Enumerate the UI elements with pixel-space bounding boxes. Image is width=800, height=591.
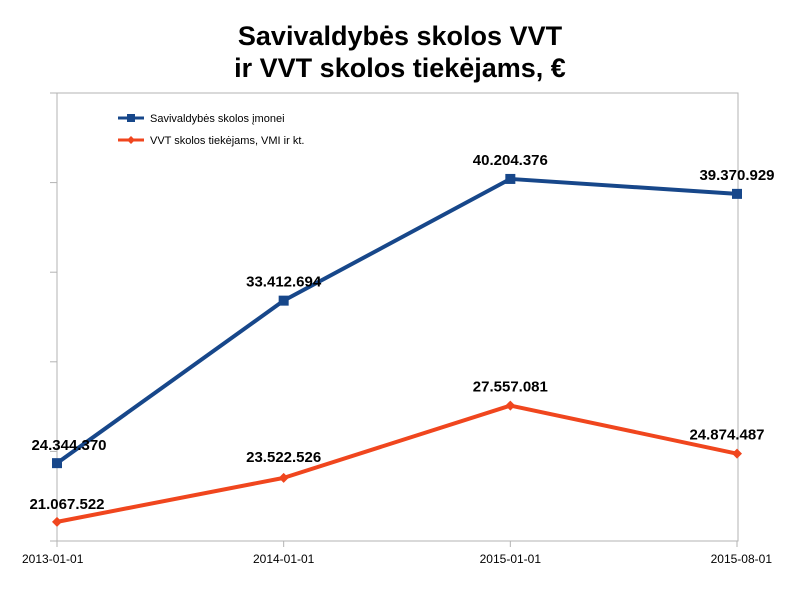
data-point (278, 295, 289, 306)
plot-area (56, 92, 739, 542)
chart-title-line-1: Savivaldybės skolos VVT (237, 21, 563, 51)
data-point (52, 458, 62, 469)
x-tick-label: 2015-08-01 (711, 552, 773, 566)
data-label: 23.522.526 (246, 449, 321, 466)
legend-label: VVT skolos tiekėjams, VMI ir kt. (150, 135, 304, 147)
data-point (505, 400, 516, 411)
data-label: 33.412.694 (246, 274, 322, 291)
data-point (278, 472, 289, 483)
data-label: 39.370.929 (699, 167, 774, 184)
data-point (505, 173, 516, 184)
data-point (52, 516, 62, 527)
x-tick-label: 2015-01-01 (480, 552, 542, 566)
x-axis: 2013-01-01 2014-01-01 2015-01-01 2015-08-01 (22, 541, 772, 566)
x-tick-label: 2014-01-01 (253, 552, 315, 566)
legend-swatch-marker (127, 136, 135, 144)
data-label: 40.204.376 (473, 152, 548, 169)
legend: Savivaldybės skolos įmonei VVT skolos tie… (118, 113, 304, 147)
data-point (732, 448, 742, 459)
x-tick-label: 2013-01-01 (22, 552, 84, 566)
data-point (732, 188, 742, 199)
legend-swatch-marker (127, 114, 135, 122)
data-labels: 24.344.370 33.412.694 40.204.376 39.370.929… (29, 152, 774, 513)
plot-frame (56, 92, 739, 542)
data-label: 21.067.522 (29, 496, 104, 513)
data-label: 27.557.081 (473, 379, 548, 396)
y-axis-ticks (50, 92, 57, 542)
legend-label: Savivaldybės skolos įmonei (150, 113, 285, 125)
series-layer (52, 173, 742, 527)
data-label: 24.874.487 (689, 427, 764, 444)
data-label: 24.344.370 (31, 437, 106, 454)
series-line-2 (56, 403, 738, 524)
series-line-1 (55, 176, 738, 465)
chart-title: Savivaldybės skolos VVT ir VVT skolos ti… (0, 20, 800, 84)
chart-title-line-2: ir VVT skolos tiekėjams, € (234, 53, 566, 83)
